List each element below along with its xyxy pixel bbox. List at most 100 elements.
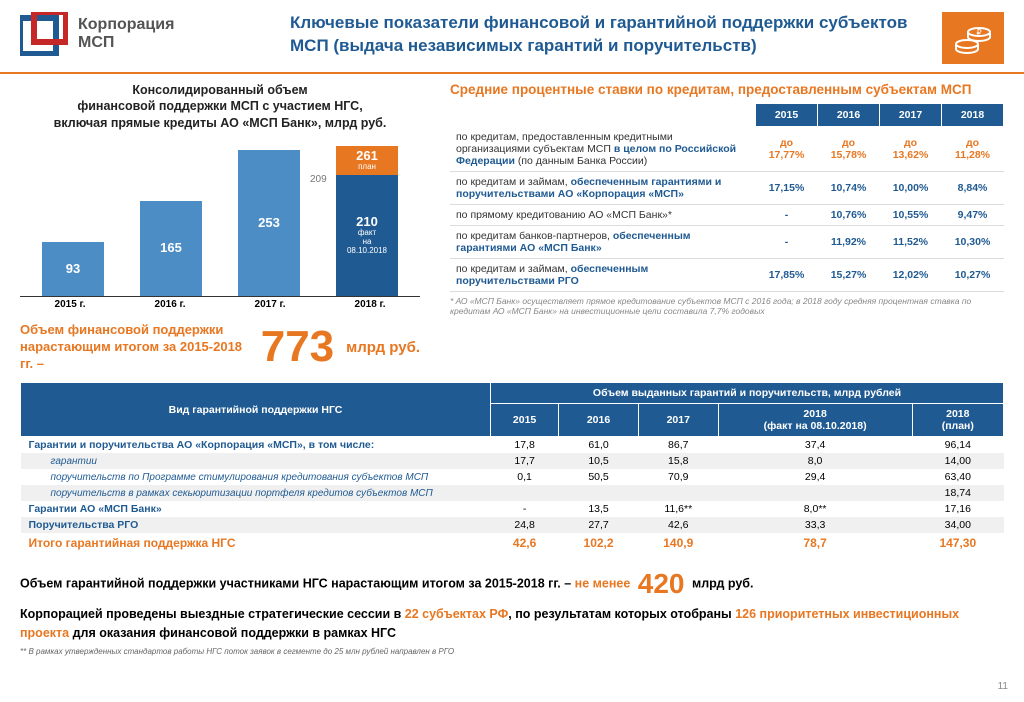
rates-footnote: * АО «МСП Банк» осуществляет прямое кред… <box>450 296 1004 316</box>
vol-row-name: Поручительства РГО <box>21 517 491 533</box>
vol-row-name: поручительств в рамках секьюритизации по… <box>21 485 491 501</box>
bar-segment: 165 <box>140 201 202 296</box>
vol-cell: 63,40 <box>912 469 1003 485</box>
rates-year: 2017 <box>880 104 942 127</box>
logo: Корпорация МСП <box>20 12 290 56</box>
vol-year: 2017 <box>638 404 718 437</box>
vol-cell: 61,0 <box>559 437 639 454</box>
x-label: 2017 г. <box>235 299 305 310</box>
page-number: 11 <box>998 681 1008 692</box>
rates-cell: 9,47% <box>942 204 1004 225</box>
rates-cell: до17,77% <box>756 127 818 172</box>
rates-cell: 11,52% <box>880 225 942 258</box>
vol-row-name: поручительств по Программе стимулировани… <box>21 469 491 485</box>
vol-cell: 86,7 <box>638 437 718 454</box>
vol-cell: 27,7 <box>559 517 639 533</box>
vol-cell: 17,8 <box>491 437 559 454</box>
rates-cell: 10,76% <box>818 204 880 225</box>
vol-cell: 8,0** <box>718 501 912 517</box>
vol-cell: 17,7 <box>491 453 559 469</box>
rates-cell: 17,15% <box>756 171 818 204</box>
rates-cell: 10,74% <box>818 171 880 204</box>
vol-cell <box>638 485 718 501</box>
bt-l1num: 420 <box>634 568 689 599</box>
vol-head-vol: Объем выданных гарантий и поручительств,… <box>491 383 1004 404</box>
vol-cell: 0,1 <box>491 469 559 485</box>
vol-cell: 11,6** <box>638 501 718 517</box>
bottom-text: Объем гарантийной поддержки участниками … <box>0 555 1024 643</box>
ghost-label: 209 <box>310 174 327 185</box>
rates-table: 2015201620172018по кредитам, предоставле… <box>450 103 1004 292</box>
vol-cell <box>491 485 559 501</box>
rates-cell: до11,28% <box>942 127 1004 172</box>
rates-year: 2015 <box>756 104 818 127</box>
logo-text-2: МСП <box>78 34 174 52</box>
vol-cell: 10,5 <box>559 453 639 469</box>
x-axis: 2015 г.2016 г.2017 г.2018 г. <box>20 299 420 310</box>
bar-segment: 93 <box>42 242 104 295</box>
vol-cell: 70,9 <box>638 469 718 485</box>
vol-cell: 96,14 <box>912 437 1003 454</box>
rates-cell: 10,55% <box>880 204 942 225</box>
top-row: Консолидированный объемфинансовой поддер… <box>0 74 1024 376</box>
vol-cell: 29,4 <box>718 469 912 485</box>
bar-chart: 93165253261план210фактна08.10.2018209 <box>20 137 420 297</box>
vol-year: 2016 <box>559 404 639 437</box>
vol-cell <box>718 485 912 501</box>
vol-total-cell: 42,6 <box>491 533 559 553</box>
vol-head-kind: Вид гарантийной поддержки НГС <box>21 383 491 437</box>
vol-total-name: Итого гарантийная поддержка НГС <box>21 533 491 553</box>
vol-total-cell: 78,7 <box>718 533 912 553</box>
rates-block: Средние процентные ставки по кредитам, п… <box>450 82 1004 372</box>
vol-year: 2018(факт на 08.10.2018) <box>718 404 912 437</box>
vol-cell: 34,00 <box>912 517 1003 533</box>
vol-year: 2018(план) <box>912 404 1003 437</box>
bar-segment: 210фактна08.10.2018 <box>336 175 398 296</box>
rates-row-desc: по кредитам и займам, обеспеченным гаран… <box>450 171 756 204</box>
vol-row-name: Гарантии и поручительства АО «Корпорация… <box>21 437 491 454</box>
rates-cell: 10,00% <box>880 171 942 204</box>
bt-l1c: млрд руб. <box>688 577 753 591</box>
vol-total-cell: 147,30 <box>912 533 1003 553</box>
bar-segment: 253 <box>238 150 300 295</box>
bt-l2a: Корпорацией проведены выездные стратегич… <box>20 607 405 621</box>
vol-row-name: гарантии <box>21 453 491 469</box>
volume-table: Вид гарантийной поддержки НГСОбъем выдан… <box>20 382 1004 553</box>
rates-row-desc: по кредитам, предоставленным кредитными … <box>450 127 756 172</box>
x-label: 2015 г. <box>35 299 105 310</box>
bt-l1a: Объем гарантийной поддержки участниками … <box>20 577 575 591</box>
vol-cell <box>559 485 639 501</box>
vol-cell: 24,8 <box>491 517 559 533</box>
rates-row-desc: по прямому кредитованию АО «МСП Банк»* <box>450 204 756 225</box>
bt-l1b: не менее <box>575 577 634 591</box>
rates-cell: 15,27% <box>818 258 880 291</box>
rates-cell: 12,02% <box>880 258 942 291</box>
vol-total-cell: 102,2 <box>559 533 639 553</box>
vol-cell: 13,5 <box>559 501 639 517</box>
chart-title: Консолидированный объемфинансовой поддер… <box>20 82 420 131</box>
rates-cell: до15,78% <box>818 127 880 172</box>
header: Корпорация МСП Ключевые показатели финан… <box>0 0 1024 74</box>
rates-cell: 10,30% <box>942 225 1004 258</box>
vol-cell: 50,5 <box>559 469 639 485</box>
vol-cell: 18,74 <box>912 485 1003 501</box>
vol-cell: 42,6 <box>638 517 718 533</box>
vol-cell: 37,4 <box>718 437 912 454</box>
logo-icon <box>20 12 68 56</box>
rates-cell: 8,84% <box>942 171 1004 204</box>
bottom-footnote: ** В рамках утвержденных стандартов рабо… <box>0 643 1024 660</box>
bt-l2e: для оказания финансовой поддержки в рамк… <box>69 626 396 640</box>
vol-row-name: Гарантии АО «МСП Банк» <box>21 501 491 517</box>
bignum1-label: Объем финансовой поддержки нарастающим и… <box>20 322 249 373</box>
svg-text:₽: ₽ <box>976 28 981 37</box>
chart-block: Консолидированный объемфинансовой поддер… <box>20 82 420 372</box>
rates-row-desc: по кредитам и займам, обеспеченным поруч… <box>450 258 756 291</box>
volume-block: Вид гарантийной поддержки НГСОбъем выдан… <box>0 376 1024 555</box>
bignum1-unit: млрд руб. <box>346 339 420 356</box>
vol-cell: 15,8 <box>638 453 718 469</box>
bar-group: 253 <box>234 150 304 295</box>
rates-title: Средние процентные ставки по кредитам, п… <box>450 82 1004 97</box>
x-label: 2018 г. <box>335 299 405 310</box>
vol-cell: 17,16 <box>912 501 1003 517</box>
rates-cell: - <box>756 225 818 258</box>
